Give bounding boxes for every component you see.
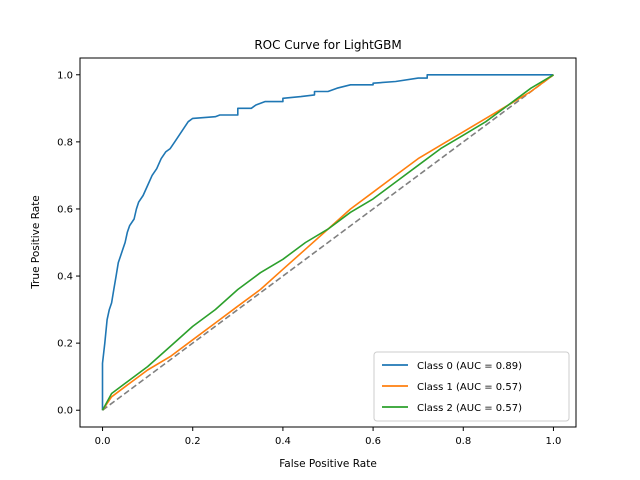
x-tick-label: 1.0 bbox=[546, 436, 562, 447]
legend: Class 0 (AUC = 0.89) Class 1 (AUC = 0.57)… bbox=[373, 351, 570, 422]
plot-frame bbox=[79, 57, 577, 428]
legend-entry: Class 0 (AUC = 0.89) bbox=[417, 361, 522, 372]
x-tick-label: 0.8 bbox=[455, 436, 471, 447]
y-tick-label: 0.4 bbox=[57, 272, 73, 283]
roc-line-1 bbox=[101, 74, 554, 411]
legend-entry: Class 1 (AUC = 0.57) bbox=[417, 382, 522, 393]
x-tick-label: 0.6 bbox=[365, 436, 381, 447]
y-tick-label: 0.8 bbox=[57, 137, 73, 148]
roc-line-0 bbox=[101, 74, 554, 411]
x-tick-label: 0.2 bbox=[185, 436, 201, 447]
legend-entry: Class 2 (AUC = 0.57) bbox=[417, 403, 522, 414]
y-tick-label: 0.2 bbox=[57, 339, 73, 350]
y-tick-label: 0.6 bbox=[57, 204, 73, 215]
chance-line bbox=[102, 74, 554, 411]
roc-line-2 bbox=[101, 74, 554, 411]
y-axis: 0.0 0.2 0.4 0.6 0.8 1.0 bbox=[57, 70, 80, 417]
plot-area bbox=[101, 74, 554, 411]
y-axis-label: True Positive Rate bbox=[30, 195, 42, 290]
chart-title: ROC Curve for LightGBM bbox=[254, 38, 401, 52]
x-axis: 0.0 0.2 0.4 0.6 0.8 1.0 bbox=[95, 427, 562, 447]
x-tick-label: 0.0 bbox=[95, 436, 111, 447]
x-tick-label: 0.4 bbox=[275, 436, 291, 447]
legend-box bbox=[373, 351, 570, 422]
y-tick-label: 0.0 bbox=[57, 406, 73, 417]
x-axis-label: False Positive Rate bbox=[279, 458, 377, 470]
y-tick-label: 1.0 bbox=[57, 70, 73, 81]
